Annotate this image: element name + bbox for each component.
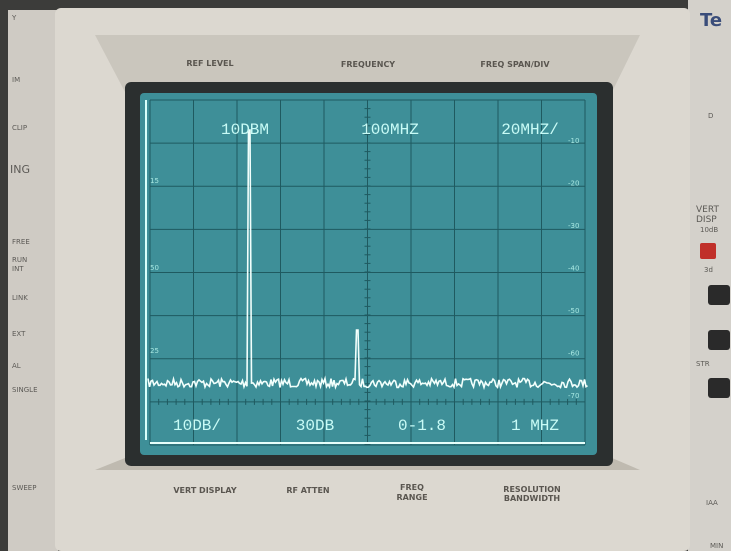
bottom-label: RF ATTEN [286,486,329,495]
bottom-label: RESOLUTION [503,485,560,494]
right-scale-label: -40 [568,265,579,273]
side-label: EXT [12,330,26,338]
left-panel [8,10,58,551]
spectrum-trace [147,129,588,391]
side-label: MIN [710,542,723,550]
top-label: FREQUENCY [341,60,395,69]
right-scale-label: -60 [568,350,579,358]
side-label: D [708,112,713,120]
side-label: ING [10,163,30,176]
side-label: VERT [696,205,719,215]
bottom-label: FREQ [400,483,424,492]
right-panel [688,0,731,551]
side-label: STR [696,360,710,368]
side-label: IAA [706,499,718,507]
readout: 10DBM [221,121,269,139]
right-scale-label: -20 [568,180,579,188]
right-scale-label: -70 [568,392,579,400]
right-scale-label: -50 [568,307,579,315]
side-label: Te [700,10,722,31]
side-label: 10dB [700,226,718,234]
top-label: REF LEVEL [186,59,233,68]
bottom-label: RANGE [396,493,427,502]
button[interactable] [708,330,730,350]
bottom-label: BANDWIDTH [504,494,560,503]
readout: 100MHZ [361,121,419,139]
side-label: SWEEP [12,484,36,492]
bottom-label: VERT DISPLAY [173,486,236,495]
bezel-top-bevel [95,35,640,92]
left-scale: 25 [150,347,159,355]
readout: 1 MHZ [511,417,559,435]
side-label: DISP [696,215,717,225]
readout: 10DB/ [173,417,221,435]
readout: 20MHZ/ [501,121,559,139]
graticule [149,99,586,446]
right-scale: -10 -20 -30 -40 -50 -60 -70 [568,137,579,400]
side-label: RUN [12,256,27,264]
side-label: IM [12,76,20,84]
button-lit[interactable] [700,243,716,259]
side-label: INT [12,265,24,273]
readout: 30DB [296,417,334,435]
side-label: LINK [12,294,28,302]
readout: 0-1.8 [398,417,446,435]
right-scale-label: -30 [568,222,579,230]
top-label: FREQ SPAN/DIV [480,60,550,69]
button[interactable] [708,378,730,398]
side-label: AL [12,362,21,370]
left-scale: 50 [150,264,159,272]
side-label: SINGLE [12,386,38,394]
side-label: 3d [704,266,713,274]
button[interactable] [708,285,730,305]
side-label: Y [11,14,17,22]
side-label: CLIP [12,124,27,132]
side-label: FREE [12,238,30,246]
right-scale-label: -10 [568,137,579,145]
left-scale: 15 [150,177,159,185]
screen [140,93,597,455]
